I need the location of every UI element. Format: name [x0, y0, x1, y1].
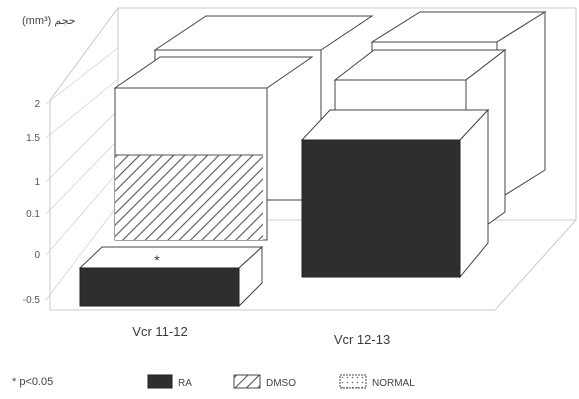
legend-item-normal: NORMAL	[339, 374, 415, 389]
y-tick-label: 2	[34, 99, 40, 110]
y-axis: 2 1.5 1 0.1 0 -0.5	[23, 47, 119, 306]
chart-frame	[49, 7, 577, 311]
y-tick-label: 1	[34, 177, 40, 188]
legend-item-dmso: DMSO	[233, 374, 296, 389]
y-tick-line	[45, 204, 119, 301]
legend-swatch-dmso	[233, 374, 261, 389]
x-category-label: Vcr 12-13	[334, 332, 390, 347]
y-axis-unit-label: (mm³) حجم	[22, 15, 76, 27]
legend-swatch-normal	[339, 374, 367, 389]
x-category-label: Vcr 11-12	[132, 324, 187, 339]
y-tick-line	[45, 47, 119, 105]
legend-label-dmso: DMSO	[266, 378, 296, 389]
significance-marker: *	[154, 252, 160, 268]
significance-footnote: * p<0.05	[12, 376, 53, 388]
legend-label-ra: RA	[178, 378, 192, 389]
y-tick-label: 1.5	[26, 133, 40, 144]
y-tick-line	[45, 78, 119, 139]
legend: RA DMSO NORMAL	[147, 374, 415, 389]
series-ra	[78, 108, 490, 308]
legend-swatch-ra	[147, 374, 173, 389]
legend-item-ra: RA	[147, 374, 192, 389]
bar-ra-vcr-12-13	[300, 108, 490, 279]
y-tick-line	[45, 139, 119, 215]
y-tick-label: 0.1	[26, 209, 40, 220]
y-tick-label: 0	[34, 250, 40, 261]
y-tick-line	[45, 109, 119, 183]
y-tick-line	[45, 171, 119, 256]
bar-ra-vcr-11-12	[78, 245, 264, 308]
y-tick-label: -0.5	[23, 295, 41, 306]
bar-dmso-vcr-11-12	[113, 56, 314, 241]
legend-label-normal: NORMAL	[372, 378, 415, 389]
